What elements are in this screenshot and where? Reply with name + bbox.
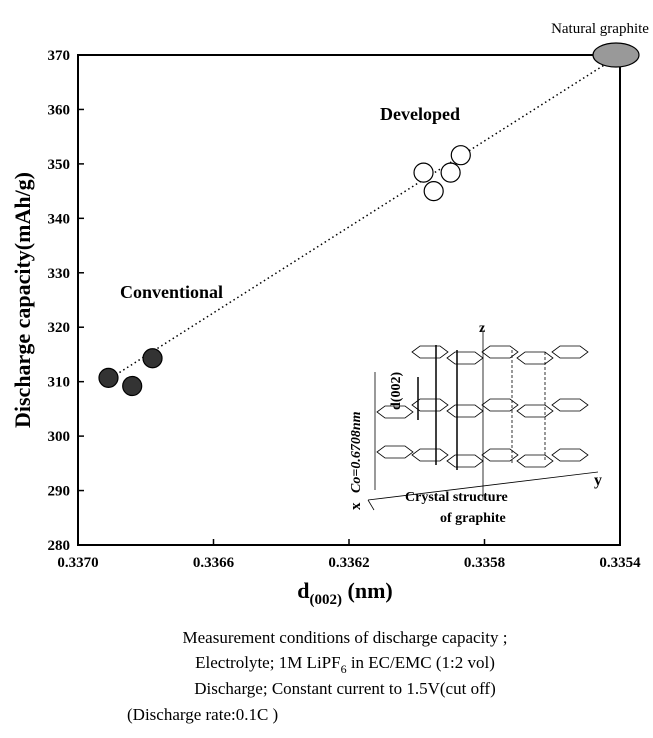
inset-z: z: [479, 321, 485, 336]
inset-y: y: [594, 472, 602, 489]
caption-part: Electrolyte; 1M LiPF: [195, 653, 340, 672]
y-tick-label: 350: [48, 157, 71, 173]
hexagon: [481, 448, 519, 462]
hexagon: [551, 448, 589, 462]
x-axis-label: d(002) (nm): [297, 578, 392, 608]
y-tick-label: 320: [48, 320, 71, 336]
point: [98, 367, 119, 388]
caption-line: Electrolyte; 1M LiPF6 in EC/EMC (1:2 vol…: [195, 653, 495, 676]
y-tick-label: 330: [48, 266, 71, 282]
hexagon: [376, 445, 414, 459]
crystal-inset: [367, 330, 599, 511]
hexagon: [481, 345, 519, 359]
hexagon: [481, 398, 519, 412]
point: [413, 162, 434, 183]
series-label: Natural graphite: [551, 21, 649, 37]
point: [440, 162, 461, 183]
caption-part: in EC/EMC (1:2 vol): [347, 653, 495, 672]
inset-caption: of graphite: [440, 511, 506, 526]
caption-sub: 6: [341, 662, 347, 676]
y-tick-label: 310: [48, 375, 71, 391]
hexagon: [516, 454, 554, 468]
x-tick-label: 0.3366: [193, 555, 235, 571]
x-axis-label-unit: (nm): [342, 578, 393, 603]
y-tick-label: 290: [48, 484, 71, 500]
hexagon: [411, 345, 449, 359]
x-tick-label: 0.3354: [599, 555, 641, 571]
y-tick-label: 280: [48, 538, 71, 554]
caption-line: Discharge; Constant current to 1.5V(cut …: [194, 679, 496, 698]
trend-line: [111, 54, 621, 378]
x-tick-label: 0.3362: [328, 555, 369, 571]
hexagon: [516, 404, 554, 418]
y-tick-label: 340: [48, 211, 71, 227]
inset-co: Co=0.6708nm: [349, 411, 364, 493]
hexagon: [446, 404, 484, 418]
point: [450, 145, 471, 166]
x-axis-label-main: d: [297, 578, 309, 603]
series-label: Conventional: [120, 282, 223, 302]
point: [142, 348, 163, 369]
point: [423, 181, 444, 202]
y-tick-label: 370: [48, 48, 71, 64]
inset-d: d(002): [389, 372, 404, 410]
hexagon: [516, 351, 554, 365]
inset-caption: Crystal structure: [405, 490, 508, 505]
point: [122, 375, 143, 397]
y-tick-label: 300: [48, 429, 71, 445]
x-tick-label: 0.3370: [57, 555, 98, 571]
y-axis-label: Discharge capacity(mAh/g): [10, 172, 35, 428]
x-axis-label-sub: (002): [310, 592, 343, 608]
series-label: Developed: [380, 104, 460, 124]
inset-x: x: [348, 502, 364, 510]
caption-line: Measurement conditions of discharge capa…: [183, 628, 508, 647]
x-tick-label: 0.3358: [464, 555, 505, 571]
hexagon: [376, 405, 414, 419]
hexagon: [411, 448, 449, 462]
hexagon: [446, 351, 484, 365]
point: [592, 42, 640, 68]
y-tick-label: 360: [48, 102, 71, 118]
hexagon: [551, 398, 589, 412]
hexagon: [411, 398, 449, 412]
hexagon: [446, 454, 484, 468]
caption-line: (Discharge rate:0.1C ): [127, 705, 278, 724]
hexagon: [551, 345, 589, 359]
